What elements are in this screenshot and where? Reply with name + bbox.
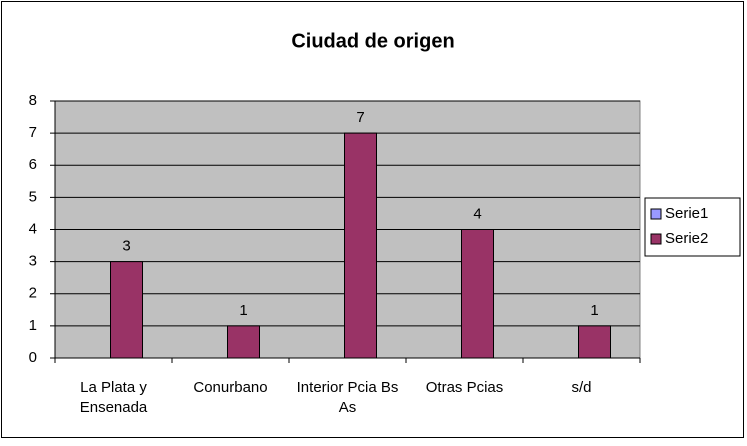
legend-label: Serie1 — [665, 205, 708, 222]
legend-box — [644, 197, 741, 257]
data-label: 7 — [356, 109, 364, 126]
y-tick-label: 7 — [29, 124, 37, 141]
data-label: 1 — [239, 302, 247, 319]
bar — [344, 132, 377, 359]
bar — [461, 229, 494, 359]
data-label: 3 — [122, 238, 130, 255]
x-tick-label: Conurbano — [193, 379, 268, 396]
y-tick-label: 2 — [29, 285, 37, 302]
y-tick-label: 6 — [29, 156, 37, 173]
bar — [578, 325, 611, 359]
y-tick-label: 0 — [29, 349, 37, 366]
data-label: 4 — [473, 205, 481, 222]
y-tick-label: 3 — [29, 253, 37, 270]
y-tick-label: 5 — [29, 188, 37, 205]
x-tick-label: s/d — [571, 379, 592, 396]
x-tick-label: Interior Pcia Bs As — [296, 379, 399, 416]
x-tick-label: La Plata y Ensenada — [79, 379, 148, 416]
x-tick-label: Otras Pcias — [425, 379, 504, 396]
legend-swatch — [650, 233, 662, 245]
y-tick-label: 8 — [29, 92, 37, 109]
chart-title: Ciudad de origen — [291, 30, 454, 52]
y-tick-label: 1 — [29, 317, 37, 334]
legend-label: Serie2 — [665, 230, 708, 247]
data-label: 1 — [590, 302, 598, 319]
legend-swatch — [650, 208, 662, 220]
y-tick-label: 4 — [29, 220, 37, 237]
bar — [227, 325, 260, 359]
bar — [110, 261, 143, 359]
